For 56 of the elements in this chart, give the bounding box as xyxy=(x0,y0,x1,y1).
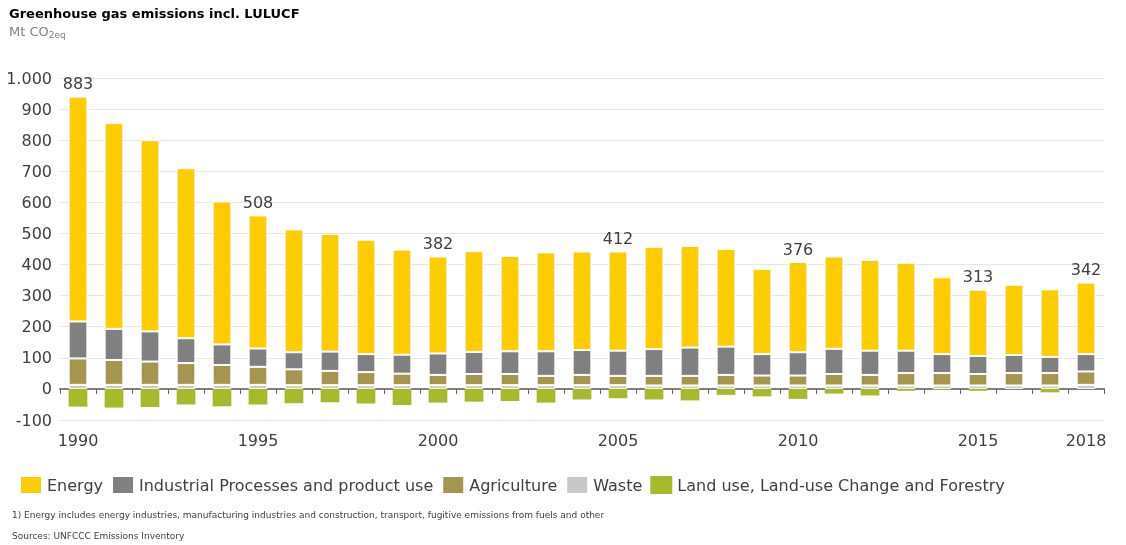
bar xyxy=(644,388,664,400)
bar xyxy=(752,388,772,397)
y-tick-label: 100 xyxy=(21,348,52,368)
x-tick-label: 2010 xyxy=(777,430,819,450)
legend-label: Industrial Processes and product use xyxy=(139,475,434,495)
bar xyxy=(68,388,88,407)
y-tick-label: 1.000 xyxy=(6,68,52,88)
y-tick-label: 900 xyxy=(21,99,52,119)
y-tick-label: 200 xyxy=(21,317,52,337)
bar xyxy=(356,388,376,404)
chart-title: Greenhouse gas emissions incl. LULUCF xyxy=(9,6,300,21)
legend-label: Energy xyxy=(47,475,104,495)
bar xyxy=(212,388,232,407)
bar xyxy=(500,388,520,402)
legend-label: Agriculture xyxy=(469,475,558,495)
legend-label: Land use, Land-use Change and Forestry xyxy=(677,475,1005,495)
y-tick-label: 500 xyxy=(21,223,52,243)
x-tick-label: 2005 xyxy=(597,430,639,450)
bar xyxy=(104,388,124,408)
total-label: 313 xyxy=(962,267,994,287)
y-tick-label: 0 xyxy=(41,379,52,399)
y-tick-label: 400 xyxy=(21,255,52,275)
bar xyxy=(788,388,808,399)
y-tick-label: -100 xyxy=(15,410,52,430)
bar xyxy=(608,388,628,399)
bar xyxy=(428,388,448,403)
legend-label: Waste xyxy=(593,475,643,495)
bar xyxy=(392,388,412,406)
bar xyxy=(320,388,340,403)
y-tick-label: 800 xyxy=(21,130,52,150)
text: 1) Energy includes energy industries, manufacturing industries and construction, transport, fugitive emissions from fuels and other xyxy=(12,509,605,520)
total-label: 376 xyxy=(782,239,814,259)
bar xyxy=(464,388,484,402)
bar xyxy=(176,388,196,405)
bar xyxy=(284,388,304,404)
y-tick-label: 700 xyxy=(21,161,52,181)
x-tick-label: 2000 xyxy=(417,430,459,450)
bar xyxy=(680,388,700,401)
bar xyxy=(248,388,268,405)
bar xyxy=(536,388,556,403)
y-tick-label: 600 xyxy=(21,192,52,212)
total-label: 508 xyxy=(242,192,274,212)
total-label: 382 xyxy=(422,233,454,253)
bar xyxy=(140,388,160,407)
x-tick-label: 1995 xyxy=(237,430,279,450)
bar xyxy=(716,388,736,395)
bar xyxy=(572,388,592,400)
total-label: 342 xyxy=(1070,260,1102,280)
x-tick-label: 2018 xyxy=(1065,430,1107,450)
source-note: Sources: UNFCCC Emissions Inventory xyxy=(12,530,185,541)
y-tick-label: 300 xyxy=(21,286,52,306)
bar xyxy=(824,388,844,394)
x-tick-label: 2015 xyxy=(957,430,999,450)
total-label: 883 xyxy=(62,74,94,94)
x-tick-label: 1990 xyxy=(57,430,99,450)
total-label: 412 xyxy=(602,228,634,248)
